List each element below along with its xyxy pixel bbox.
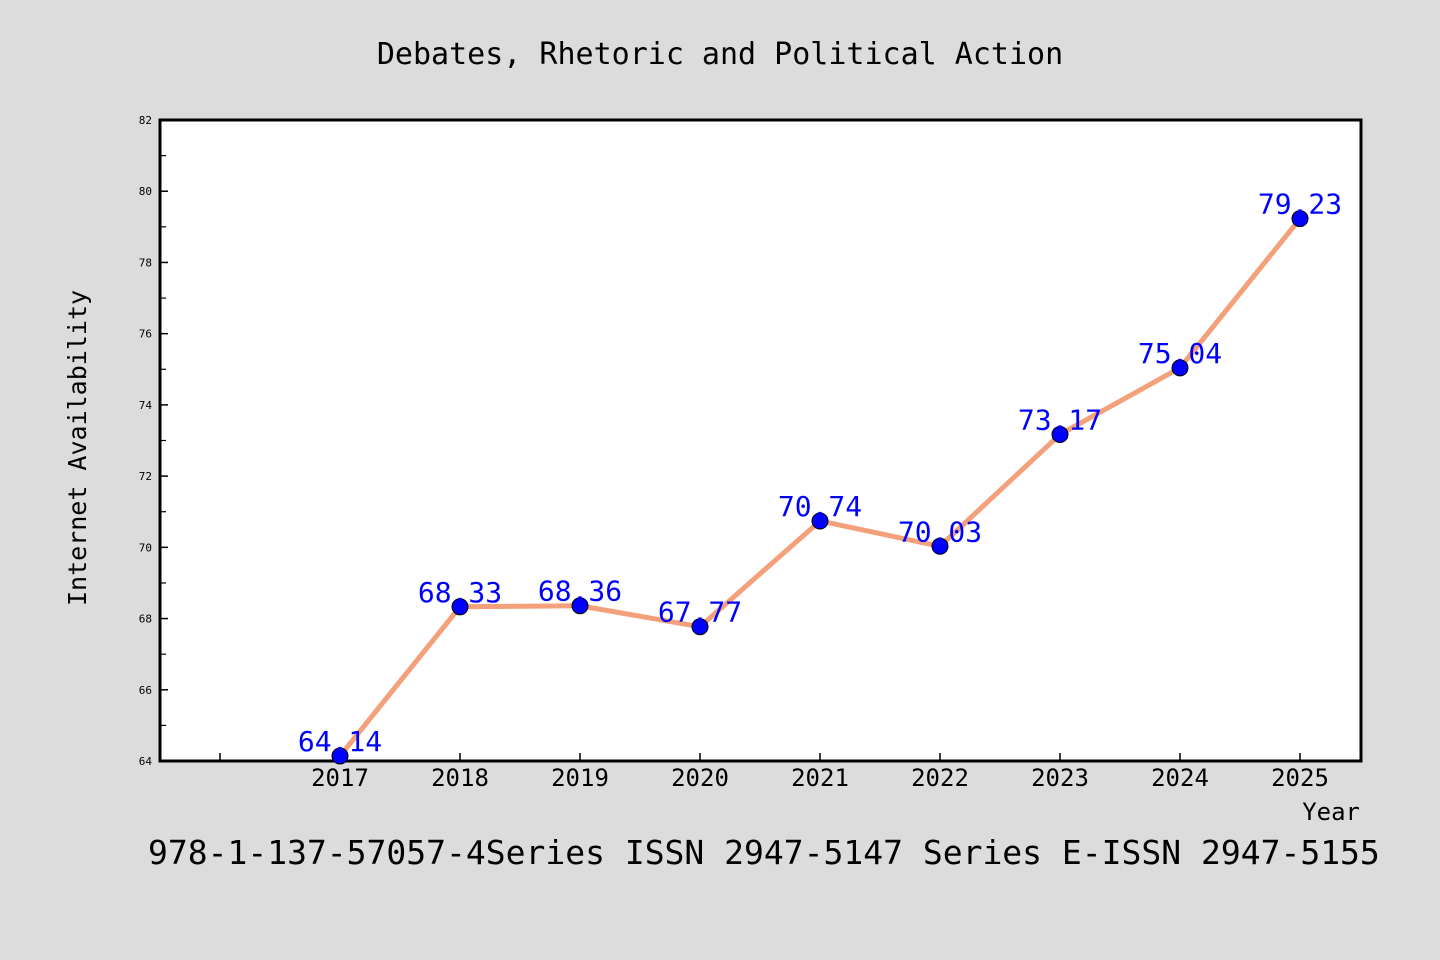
data-point [1051, 425, 1069, 443]
data-label: 64.14 [298, 725, 382, 758]
y-tick-label: 78 [139, 256, 152, 269]
x-axis-label: Year [1302, 798, 1360, 826]
x-tick-label: 2024 [1151, 764, 1209, 792]
data-label: 67.77 [658, 596, 742, 629]
x-tick-label: 2021 [791, 764, 849, 792]
x-tick-label: 2020 [671, 764, 729, 792]
data-point [931, 537, 949, 555]
x-tick-label: 2017 [311, 764, 369, 792]
x-tick-label: 2025 [1271, 764, 1329, 792]
data-label: 70.74 [778, 490, 862, 523]
y-tick-label: 70 [139, 541, 152, 554]
data-point [691, 618, 709, 636]
y-tick-label: 80 [139, 185, 152, 198]
y-tick-label: 82 [139, 114, 152, 127]
data-label: 68.36 [538, 575, 622, 608]
data-labels: 64.14 68.33 68.36 67.77 70.74 70.03 73.17 75.04… [298, 188, 1342, 758]
data-label: 75.04 [1138, 337, 1222, 370]
chart-title: Debates, Rhetoric and Political Action [377, 37, 1063, 72]
x-axis: 2017 2018 2019 2020 2021 2022 2023 2024 2025 [219, 753, 1329, 792]
y-tick-label: 64 [139, 755, 153, 768]
data-label: 73.17 [1018, 403, 1102, 436]
data-label: 70.03 [898, 515, 982, 548]
y-axis: 64 66 68 70 72 74 76 78 80 82 [139, 114, 168, 768]
data-point [451, 598, 469, 616]
x-tick-label: 2018 [431, 764, 489, 792]
plot-area [158, 118, 1363, 763]
y-tick-label: 68 [139, 613, 152, 626]
y-tick-label: 72 [139, 470, 152, 483]
y-tick-label: 66 [139, 684, 152, 697]
data-point [1171, 359, 1189, 377]
y-tick-label: 74 [139, 399, 153, 412]
data-point [571, 597, 589, 615]
data-point [1291, 210, 1309, 228]
data-point [331, 747, 349, 765]
x-tick-label: 2022 [911, 764, 969, 792]
data-label: 79.23 [1258, 188, 1342, 221]
footer-isbn-issn: 978-1-137-57057-4Series ISSN 2947-5147 S… [148, 833, 1380, 872]
y-axis-label: Internet Availability [63, 290, 92, 606]
x-tick-label: 2023 [1031, 764, 1089, 792]
data-label: 68.33 [418, 576, 502, 609]
data-point [811, 512, 829, 530]
x-tick-label: 2019 [551, 764, 609, 792]
data-markers [331, 210, 1309, 765]
y-tick-label: 76 [139, 328, 152, 341]
